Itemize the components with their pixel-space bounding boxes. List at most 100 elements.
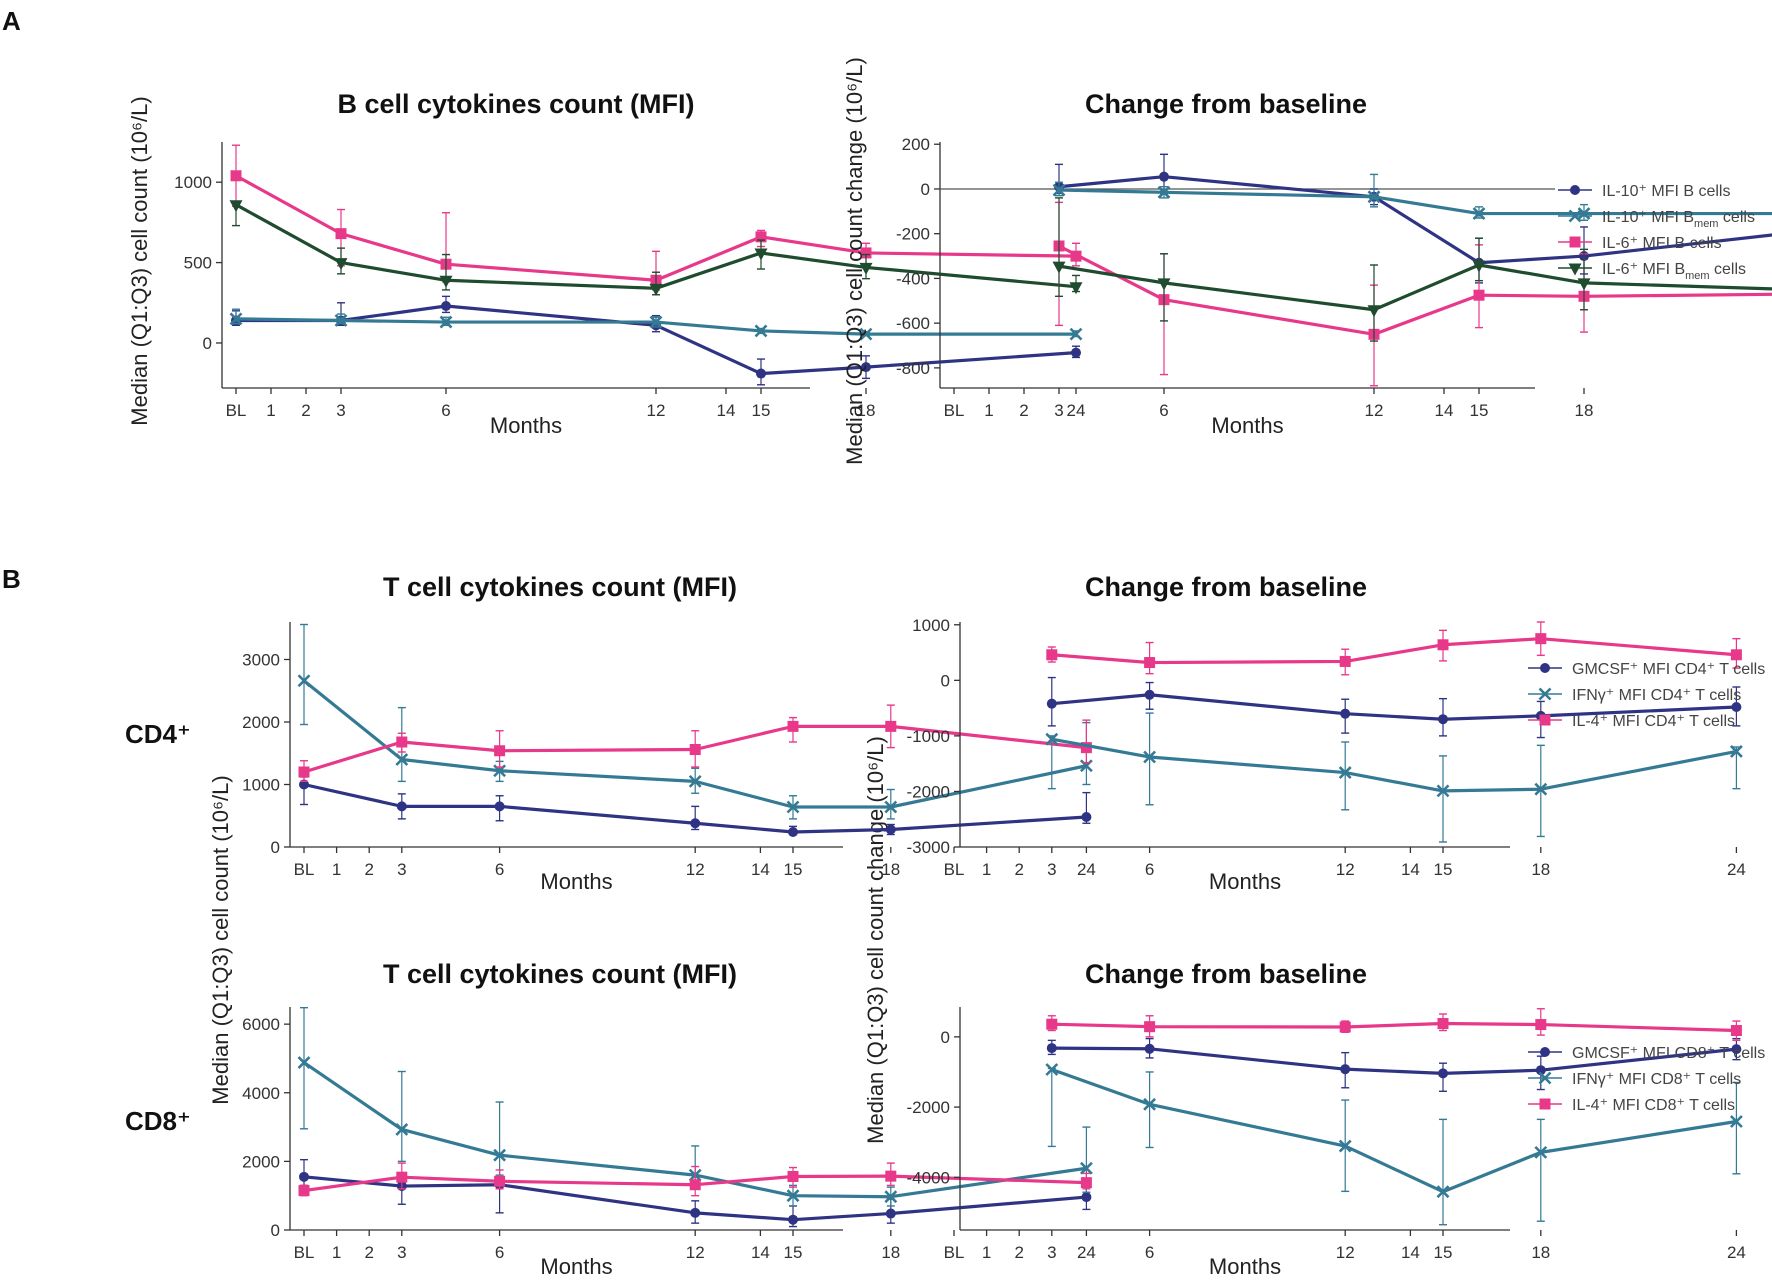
data-point	[1144, 689, 1155, 700]
legend: GMCSF⁺ MFI CD8⁺ T cells IFNγ⁺ MFI CD8⁺ T …	[1528, 1045, 1765, 1114]
x-tick-label: 3	[336, 401, 345, 420]
x-tick-label: 12	[686, 860, 705, 879]
x-tick-label: 6	[1145, 860, 1154, 879]
y-tick-label: 3000	[242, 651, 280, 670]
legend-entry: IL-10⁺ MFI B cells	[1602, 183, 1730, 200]
x-axis-label: Months	[540, 1254, 612, 1279]
x-tick-label: 6	[495, 860, 504, 879]
x-tick-label: 3	[1047, 860, 1056, 879]
x-tick-label: 12	[1365, 401, 1384, 420]
data-point	[1437, 639, 1449, 651]
y-tick-label: 0	[203, 334, 212, 353]
data-point	[1436, 1185, 1450, 1199]
data-point	[1069, 327, 1083, 341]
y-tick-label: -800	[896, 359, 930, 378]
x-tick-label: 3	[1047, 1243, 1056, 1262]
data-point	[1340, 708, 1351, 719]
series-line	[1058, 175, 1772, 265]
data-point	[1730, 649, 1742, 661]
series-line	[1051, 1021, 1737, 1033]
data-point	[787, 1170, 799, 1182]
data-point	[884, 1190, 898, 1204]
legend-subscript: mem	[1685, 270, 1709, 282]
x-tick-label: 2	[301, 401, 310, 420]
data-point	[1730, 1025, 1742, 1037]
data-point	[689, 744, 701, 755]
data-point	[1367, 305, 1381, 318]
x-tick-label: 24	[1727, 860, 1746, 879]
legend-text: IFNγ⁺ MFI CD8⁺ T cells	[1572, 1071, 1741, 1088]
x-tick-label: 6	[495, 1243, 504, 1262]
data-point	[1046, 1043, 1057, 1054]
legend-entry: IFNγ⁺ MFI CD8⁺ T cells	[1572, 1071, 1741, 1088]
data-point	[884, 800, 898, 814]
data-point	[1046, 649, 1058, 661]
x-axis-label: Months	[1211, 413, 1283, 438]
series-1	[1045, 1063, 1743, 1226]
y-tick-label: 1000	[242, 776, 280, 795]
data-point	[439, 315, 453, 329]
legend-swatch-marker	[1568, 263, 1582, 276]
legend-entry: GMCSF⁺ MFI CD4⁺ T cells	[1572, 661, 1765, 678]
data-point	[1045, 1063, 1059, 1076]
series-line	[1051, 693, 1737, 721]
series-2	[298, 704, 1092, 783]
legend-entry: IL-6⁺ MFI Bmem cells	[1602, 261, 1746, 282]
data-point	[1144, 1021, 1156, 1033]
series-line	[1051, 1046, 1737, 1075]
y-tick-label: -200	[896, 225, 930, 244]
y-tick-label: 4000	[242, 1084, 280, 1103]
x-tick-label: 15	[1434, 860, 1453, 879]
data-point	[1437, 1018, 1449, 1030]
data-point	[335, 228, 347, 240]
data-point	[395, 753, 409, 766]
data-point	[755, 231, 767, 243]
data-point	[754, 324, 768, 338]
legend-subscript: mem	[1694, 218, 1718, 230]
data-point	[396, 736, 408, 748]
x-tick-label: 15	[1470, 401, 1489, 420]
series-line	[1058, 188, 1772, 216]
x-tick-label: 14	[751, 860, 770, 879]
series-1	[229, 308, 1083, 341]
legend-swatch-marker	[1570, 185, 1580, 195]
data-point	[1534, 1145, 1548, 1159]
data-point	[1081, 1192, 1092, 1203]
data-point	[1079, 1161, 1093, 1175]
legend-entry: GMCSF⁺ MFI CD8⁺ T cells	[1572, 1045, 1765, 1062]
x-axis-label: Months	[490, 413, 562, 438]
data-point	[1080, 1177, 1092, 1189]
data-point	[1731, 1044, 1742, 1055]
legend-swatch-marker	[1540, 1047, 1550, 1057]
x-tick-label: 18	[881, 860, 900, 879]
data-point	[1729, 745, 1743, 758]
x-tick-label: 1	[266, 401, 275, 420]
data-point	[493, 1148, 507, 1162]
series-line	[1058, 244, 1772, 336]
legend-text: IFNγ⁺ MFI CD4⁺ T cells	[1572, 687, 1741, 704]
x-tick-label: 24	[1727, 1243, 1746, 1262]
data-point	[1069, 282, 1083, 295]
x-tick-label: BL	[294, 860, 315, 879]
data-point	[859, 327, 873, 341]
y-tick-label: 0	[271, 838, 280, 857]
x-tick-label: BL	[944, 860, 965, 879]
data-point	[1338, 766, 1352, 779]
y-axis-label: Median (Q1:Q3) cell count change (10⁶/L)	[842, 57, 867, 465]
data-point	[1052, 183, 1066, 197]
x-tick-label: 1	[984, 401, 993, 420]
data-point	[1473, 289, 1485, 301]
shared-ylabel-right: Median (Q1:Q3) cell count change (10⁶/L)	[863, 736, 888, 1144]
legend: GMCSF⁺ MFI CD4⁺ T cells IFNγ⁺ MFI CD4⁺ T …	[1528, 661, 1765, 730]
shared-ylabel-left: Median (Q1:Q3) cell count (10⁶/L)	[208, 775, 233, 1104]
x-tick-label: 1	[332, 1243, 341, 1262]
data-point	[1367, 190, 1381, 204]
y-tick-label: -4000	[907, 1168, 950, 1187]
data-point	[1046, 698, 1057, 709]
series-2	[298, 1162, 1092, 1197]
legend-text: IL-10⁺ MFI B cells	[1602, 183, 1730, 200]
series-3	[1052, 197, 1772, 342]
legend-entry: IL-10⁺ MFI Bmem cells	[1602, 209, 1755, 230]
chart-a2: Change from baseline 200 0 -200 -400 -600 -800…	[842, 57, 1772, 465]
